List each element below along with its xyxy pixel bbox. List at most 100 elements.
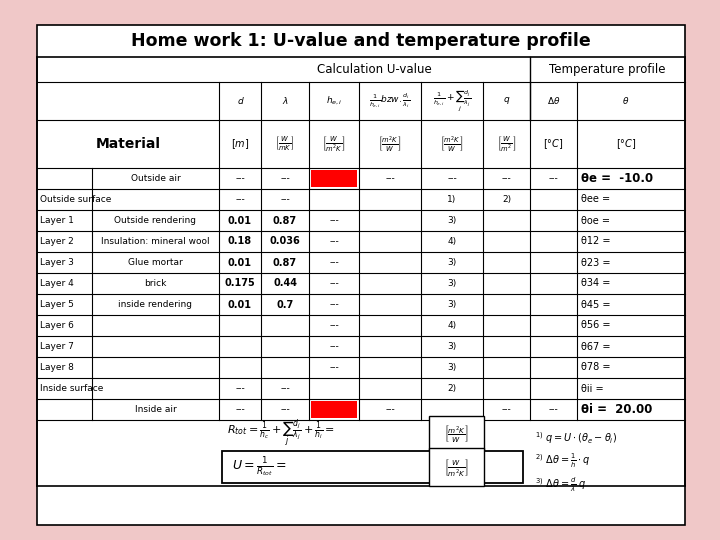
Text: θ34 =: θ34 = — [581, 279, 611, 288]
Bar — [311, 170, 357, 187]
Text: ---: --- — [235, 195, 245, 204]
Text: Calculation U-value: Calculation U-value — [317, 63, 432, 76]
Text: θ23 =: θ23 = — [581, 258, 611, 267]
Text: Layer 3: Layer 3 — [40, 258, 74, 267]
Text: Insulation: mineral wool: Insulation: mineral wool — [102, 237, 210, 246]
Text: Glue mortar: Glue mortar — [128, 258, 183, 267]
Text: 4): 4) — [447, 321, 456, 330]
Text: ---: --- — [235, 384, 245, 393]
Text: ---: --- — [385, 405, 395, 414]
Text: $\frac{1}{h_{e,i}}bzw.\frac{d_i}{\lambda_i}$: $\frac{1}{h_{e,i}}bzw.\frac{d_i}{\lambda… — [369, 92, 410, 110]
Text: $^{2)}\ \Delta\theta = \frac{1}{h} \cdot q$: $^{2)}\ \Delta\theta = \frac{1}{h} \cdot… — [535, 452, 590, 470]
Text: 0.18: 0.18 — [228, 237, 252, 246]
Text: $R_{tot} = \frac{1}{h_c} + \sum_j \frac{d_j}{\lambda_j} + \frac{1}{h_i} =$: $R_{tot} = \frac{1}{h_c} + \sum_j \frac{… — [227, 417, 335, 450]
Text: ---: --- — [280, 174, 290, 183]
Text: Layer 1: Layer 1 — [40, 216, 74, 225]
Text: $[°C]$: $[°C]$ — [543, 137, 564, 151]
Text: $\left[\frac{W}{m^2K}\right]$: $\left[\frac{W}{m^2K}\right]$ — [444, 456, 469, 477]
Text: ---: --- — [549, 174, 559, 183]
Text: ---: --- — [329, 363, 339, 372]
Text: 0.7: 0.7 — [276, 300, 294, 309]
Text: Outside rendering: Outside rendering — [114, 216, 197, 225]
Text: Material: Material — [96, 137, 161, 151]
Text: brick: brick — [144, 279, 167, 288]
Text: $U = \frac{1}{R_{tot}} =$: $U = \frac{1}{R_{tot}} =$ — [232, 455, 287, 478]
Text: d: d — [237, 97, 243, 105]
Text: ---: --- — [502, 174, 511, 183]
Text: θii =: θii = — [581, 383, 603, 394]
Text: ---: --- — [329, 279, 339, 288]
Text: 0.01: 0.01 — [228, 300, 252, 309]
Text: $\theta$: $\theta$ — [622, 96, 630, 106]
Text: ---: --- — [447, 174, 457, 183]
Text: Outside air: Outside air — [130, 174, 181, 183]
Text: Layer 2: Layer 2 — [40, 237, 73, 246]
Text: ---: --- — [549, 405, 559, 414]
Text: 0.44: 0.44 — [273, 279, 297, 288]
Text: θ67 =: θ67 = — [581, 341, 611, 352]
Text: θ78 =: θ78 = — [581, 362, 611, 373]
Bar — [222, 451, 523, 483]
Text: ---: --- — [280, 384, 290, 393]
Text: 1): 1) — [447, 195, 456, 204]
Text: ---: --- — [235, 174, 245, 183]
Text: ---: --- — [329, 258, 339, 267]
Text: 0.87: 0.87 — [273, 258, 297, 267]
Text: $\left[\frac{m^2K}{W}\right]$: $\left[\frac{m^2K}{W}\right]$ — [440, 134, 464, 154]
Text: $\Delta\theta$: $\Delta\theta$ — [546, 96, 560, 106]
Text: θ12 =: θ12 = — [581, 237, 611, 246]
Text: inside rendering: inside rendering — [119, 300, 192, 309]
Text: Layer 8: Layer 8 — [40, 363, 74, 372]
Text: 2): 2) — [502, 195, 511, 204]
Text: 3): 3) — [447, 279, 456, 288]
Text: $\lambda$: $\lambda$ — [282, 96, 289, 106]
Text: $\left[\frac{m^2K}{W}\right]$: $\left[\frac{m^2K}{W}\right]$ — [444, 423, 469, 444]
Text: Outside surface: Outside surface — [40, 195, 112, 204]
Text: θi =  20.00: θi = 20.00 — [581, 403, 652, 416]
Text: θee =: θee = — [581, 194, 610, 205]
Text: 0.01: 0.01 — [228, 215, 252, 226]
Text: Layer 5: Layer 5 — [40, 300, 74, 309]
Bar — [311, 401, 357, 418]
Text: ---: --- — [385, 174, 395, 183]
Text: 3): 3) — [447, 216, 456, 225]
Text: θoe =: θoe = — [581, 215, 610, 226]
Text: Layer 6: Layer 6 — [40, 321, 74, 330]
Text: $\left[\frac{W}{mK}\right]$: $\left[\frac{W}{mK}\right]$ — [275, 135, 294, 153]
Text: 0.175: 0.175 — [225, 279, 256, 288]
Text: 2): 2) — [447, 384, 456, 393]
Text: Home work 1: U-value and temperature profile: Home work 1: U-value and temperature pro… — [131, 32, 591, 50]
Text: ---: --- — [329, 300, 339, 309]
Text: θe =  -10.0: θe = -10.0 — [581, 172, 653, 185]
Text: 0.01: 0.01 — [228, 258, 252, 267]
Text: $^{3)}\ \Delta\theta = \frac{d}{\lambda}\ q$: $^{3)}\ \Delta\theta = \frac{d}{\lambda}… — [535, 476, 587, 494]
Text: $^{1)}\ q = U \cdot (\theta_e - \theta_i)$: $^{1)}\ q = U \cdot (\theta_e - \theta_i… — [535, 430, 617, 446]
Text: ---: --- — [329, 216, 339, 225]
Text: 3): 3) — [447, 258, 456, 267]
Text: ---: --- — [329, 237, 339, 246]
Text: $q$: $q$ — [503, 96, 510, 106]
Text: $[m]$: $[m]$ — [231, 137, 249, 151]
Text: Temperature profile: Temperature profile — [549, 63, 666, 76]
Bar — [429, 416, 484, 452]
Text: ---: --- — [329, 321, 339, 330]
Text: $\frac{1}{h_{e,i}}+\sum_j\frac{d_j}{\lambda_j}$: $\frac{1}{h_{e,i}}+\sum_j\frac{d_j}{\lam… — [433, 89, 471, 113]
Text: ---: --- — [329, 342, 339, 351]
Text: $h_{e,i}$: $h_{e,i}$ — [325, 95, 342, 107]
Bar — [429, 448, 484, 486]
Text: Inside air: Inside air — [135, 405, 176, 414]
Text: 3): 3) — [447, 363, 456, 372]
Text: $[°C]$: $[°C]$ — [616, 137, 636, 151]
Text: ---: --- — [280, 405, 290, 414]
Text: ---: --- — [502, 405, 511, 414]
Text: θ56 =: θ56 = — [581, 321, 611, 330]
Text: $\left[\frac{W}{m^2K}\right]$: $\left[\frac{W}{m^2K}\right]$ — [322, 134, 346, 154]
Text: $\left[\frac{W}{m^2}\right]$: $\left[\frac{W}{m^2}\right]$ — [497, 134, 516, 154]
Text: θ45 =: θ45 = — [581, 300, 611, 309]
Text: 0.87: 0.87 — [273, 215, 297, 226]
Text: Layer 7: Layer 7 — [40, 342, 74, 351]
Text: Layer 4: Layer 4 — [40, 279, 73, 288]
Text: ---: --- — [280, 195, 290, 204]
Text: 3): 3) — [447, 300, 456, 309]
Text: 0.036: 0.036 — [269, 237, 300, 246]
